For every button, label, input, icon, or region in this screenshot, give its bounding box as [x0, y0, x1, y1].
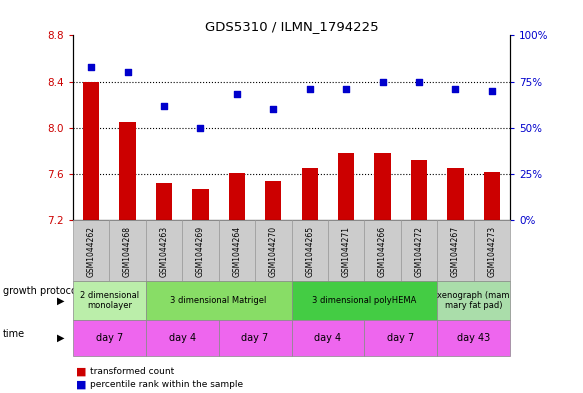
Text: GSM1044272: GSM1044272: [415, 226, 423, 277]
Text: day 4: day 4: [168, 333, 196, 343]
Text: GSM1044267: GSM1044267: [451, 226, 460, 277]
Point: [159, 103, 168, 109]
Text: time: time: [3, 329, 25, 339]
Point: [269, 106, 278, 112]
Text: GSM1044273: GSM1044273: [487, 226, 496, 277]
Text: GSM1044269: GSM1044269: [196, 226, 205, 277]
Point: [378, 79, 387, 85]
Text: ▶: ▶: [58, 296, 65, 306]
Point: [86, 64, 96, 70]
Text: 3 dimensional polyHEMA: 3 dimensional polyHEMA: [312, 296, 417, 305]
Bar: [120, 122, 136, 220]
Bar: [265, 181, 282, 220]
Text: ■: ■: [76, 366, 86, 376]
Text: xenograph (mam
mary fat pad): xenograph (mam mary fat pad): [437, 291, 510, 310]
Bar: [156, 183, 172, 220]
Text: GSM1044271: GSM1044271: [342, 226, 350, 277]
Text: ▶: ▶: [58, 333, 65, 343]
Text: GSM1044264: GSM1044264: [233, 226, 241, 277]
Point: [232, 91, 241, 97]
Bar: [447, 168, 463, 220]
Text: day 7: day 7: [387, 333, 415, 343]
Point: [342, 86, 351, 92]
Bar: [301, 168, 318, 220]
Text: GSM1044262: GSM1044262: [87, 226, 96, 277]
Text: day 7: day 7: [96, 333, 123, 343]
Bar: [229, 173, 245, 220]
Text: GSM1044270: GSM1044270: [269, 226, 278, 277]
Text: ■: ■: [76, 379, 86, 389]
Point: [123, 69, 132, 75]
Text: 2 dimensional
monolayer: 2 dimensional monolayer: [80, 291, 139, 310]
Text: percentile rank within the sample: percentile rank within the sample: [90, 380, 244, 389]
Bar: [192, 189, 209, 220]
Text: day 7: day 7: [241, 333, 269, 343]
Text: GSM1044268: GSM1044268: [123, 226, 132, 277]
Point: [196, 125, 205, 131]
Text: 3 dimensional Matrigel: 3 dimensional Matrigel: [170, 296, 267, 305]
Point: [487, 88, 497, 94]
Bar: [338, 153, 354, 220]
Bar: [374, 153, 391, 220]
Text: growth protocol: growth protocol: [3, 286, 79, 296]
Text: GSM1044265: GSM1044265: [305, 226, 314, 277]
Text: day 43: day 43: [457, 333, 490, 343]
Point: [451, 86, 460, 92]
Text: day 4: day 4: [314, 333, 342, 343]
Text: transformed count: transformed count: [90, 367, 175, 376]
Point: [415, 79, 424, 85]
Point: [305, 86, 314, 92]
Bar: [83, 81, 99, 220]
Bar: [484, 172, 500, 220]
Text: GSM1044266: GSM1044266: [378, 226, 387, 277]
Bar: [411, 160, 427, 220]
Title: GDS5310 / ILMN_1794225: GDS5310 / ILMN_1794225: [205, 20, 378, 33]
Text: GSM1044263: GSM1044263: [160, 226, 168, 277]
